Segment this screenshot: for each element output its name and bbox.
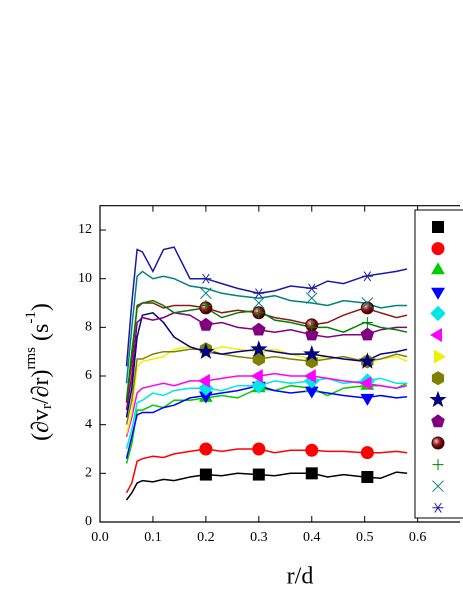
y-tick-label: 4 (85, 417, 92, 432)
x-tick-label: 0.1 (144, 530, 162, 545)
marker (305, 327, 319, 341)
series-line (125, 377, 408, 450)
legend-marker (431, 287, 445, 300)
marker (252, 297, 265, 309)
series-line (125, 299, 408, 401)
legend-marker (432, 480, 444, 493)
axis-frame (99, 205, 460, 523)
marker (361, 470, 374, 483)
marker (197, 342, 215, 360)
series-line (125, 270, 408, 384)
marker (199, 468, 212, 481)
marker (200, 299, 212, 311)
legend-marker (431, 371, 445, 386)
marker (250, 369, 263, 383)
legend-marker (432, 221, 444, 233)
marker (306, 321, 318, 333)
x-tick-label: 0.4 (303, 530, 321, 545)
y-tick-label: 0 (85, 514, 92, 529)
series-line (125, 382, 408, 464)
marker (359, 376, 372, 391)
marker (360, 327, 375, 341)
x-tick-label: 0.6 (409, 530, 427, 545)
y-tick-label: 12 (78, 222, 92, 237)
marker (360, 301, 374, 315)
marker (252, 351, 265, 367)
y-tick-label: 10 (78, 271, 92, 286)
marker (358, 352, 376, 369)
marker (304, 386, 319, 399)
marker (253, 288, 265, 299)
marker (305, 467, 318, 480)
marker (360, 446, 374, 460)
legend-marker (431, 436, 445, 450)
y-tick-label: 8 (85, 320, 92, 335)
marker (303, 345, 321, 362)
series-line (125, 471, 408, 501)
x-tick-label: 0.5 (356, 530, 374, 545)
y-axis-label: (∂vr/∂r)rms (s-1) (23, 303, 55, 441)
series-line (125, 246, 408, 367)
x-tick-label: 0.0 (91, 530, 109, 545)
marker (199, 442, 213, 456)
legend-marker (430, 328, 442, 342)
y-label-part: ) (28, 303, 54, 311)
marker (252, 322, 266, 336)
y-tick-label: 2 (85, 466, 92, 481)
legend-box (414, 209, 463, 519)
marker (305, 443, 319, 457)
series-line (125, 311, 408, 418)
marker (305, 292, 318, 305)
y-tick-label: 6 (85, 368, 92, 383)
series-line (125, 348, 408, 425)
marker (303, 369, 316, 383)
y-label-part: rms (23, 347, 39, 370)
series-line (125, 302, 408, 403)
legend-marker (434, 349, 446, 364)
marker (360, 393, 375, 406)
x-tick-label: 0.3 (250, 530, 268, 545)
series-line (125, 312, 408, 411)
marker (197, 373, 210, 388)
marker (252, 442, 266, 456)
x-axis-label: r/d (287, 564, 314, 590)
legend-marker (431, 414, 445, 428)
legend-marker (431, 262, 445, 275)
marker (361, 316, 373, 328)
y-label-part: r (39, 404, 55, 409)
y-label-part: /∂r) (28, 369, 54, 404)
marker (252, 468, 265, 481)
marker (253, 307, 265, 319)
marker (250, 340, 268, 357)
legend-marker (432, 502, 444, 513)
marker (306, 283, 318, 294)
marker (361, 297, 374, 309)
y-label-part: (s (28, 324, 54, 347)
series-line (125, 372, 408, 437)
marker (200, 287, 212, 300)
marker (200, 273, 212, 284)
series-line (125, 384, 408, 459)
x-tick-label: 0.2 (197, 530, 215, 545)
y-label-part: -1 (23, 311, 39, 324)
legend-marker (429, 390, 447, 408)
legend-marker (432, 459, 444, 471)
y-label-part: (∂v (28, 409, 54, 441)
marker (361, 271, 373, 282)
marker (199, 317, 213, 331)
legend-marker (430, 305, 446, 322)
legend-marker (431, 242, 445, 256)
series-line (125, 448, 408, 494)
